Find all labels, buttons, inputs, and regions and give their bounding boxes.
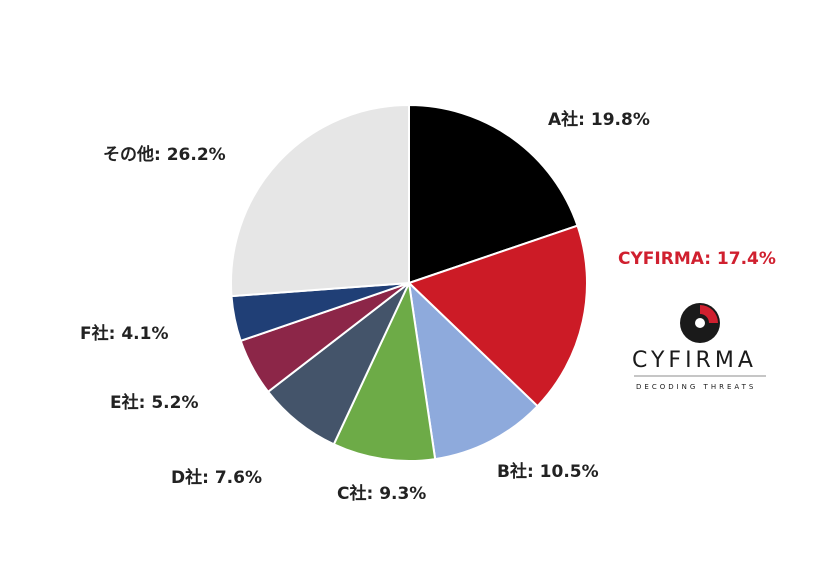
- cyfirma-logo-icon: [680, 303, 720, 343]
- pie-slice-3: [407, 280, 539, 461]
- slice-label-a: A社: 19.8%: [548, 109, 650, 130]
- slice-label-f: F社: 4.1%: [80, 323, 168, 344]
- cyfirma-logo: CYFIRMA DECODING THREATS: [632, 303, 766, 391]
- slice-label-other: その他: 26.2%: [103, 144, 226, 165]
- pie-slices: [230, 103, 588, 462]
- pie-labels: A社: 19.8% CYFIRMA: 17.4% B社: 10.5% C社: 9…: [80, 109, 776, 504]
- slice-label-b: B社: 10.5%: [497, 461, 599, 482]
- brand-tagline: DECODING THREATS: [636, 383, 756, 391]
- slice-label-cyfirma: CYFIRMA: 17.4%: [618, 249, 776, 269]
- slice-label-e: E社: 5.2%: [110, 392, 198, 413]
- slice-label-d: D社: 7.6%: [171, 467, 262, 488]
- pie-slice-8: [230, 103, 410, 298]
- brand-name: CYFIRMA: [632, 348, 757, 373]
- pie-slice-1: [408, 103, 579, 285]
- pie-slice-2: [407, 224, 588, 408]
- pie-slice-4: [332, 279, 437, 462]
- slice-label-c: C社: 9.3%: [337, 483, 426, 504]
